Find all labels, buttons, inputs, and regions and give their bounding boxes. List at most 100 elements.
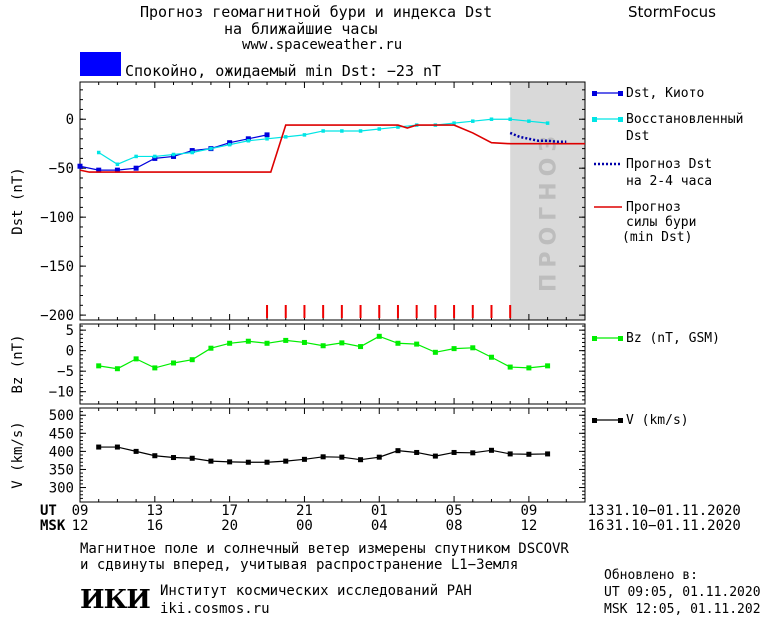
- data-point: [264, 340, 270, 346]
- data-point: [96, 444, 102, 450]
- y-axis-label: Dst (nT): [10, 167, 26, 234]
- data-point: [114, 366, 120, 372]
- data-point: [189, 455, 195, 461]
- data-point: [227, 459, 233, 465]
- y-tick-label: 350: [49, 462, 74, 478]
- data-point: [526, 365, 532, 371]
- data-point: [301, 339, 307, 345]
- data-point: [414, 341, 420, 347]
- ut-tick-label: 09: [520, 503, 537, 519]
- panel-v: 500 450 400 350 300 V (km/s): [10, 407, 586, 503]
- msk-tick-label: 04: [371, 518, 388, 534]
- legend-v: V (km/s): [626, 413, 689, 428]
- data-point: [377, 127, 382, 131]
- site-url[interactable]: www.spaceweather.ru: [242, 37, 403, 53]
- y-tick-label: 0: [66, 112, 74, 128]
- legend-dst-restored-1: Восстановленный: [626, 112, 744, 127]
- data-point: [451, 346, 457, 352]
- data-point: [190, 150, 194, 155]
- series-line-0: [79, 134, 268, 171]
- data-point: [208, 345, 214, 351]
- data-point: [245, 136, 251, 142]
- data-point: [489, 117, 494, 121]
- legend-symbols: [592, 91, 623, 423]
- data-point: [320, 343, 326, 349]
- data-point: [358, 457, 364, 463]
- y-axis-label: V (km/s): [10, 421, 26, 488]
- msk-date-range: 31.10−01.11.2020: [606, 518, 741, 534]
- ut-date-range: 31.10−01.11.2020: [606, 503, 741, 519]
- y-tick-label: −50: [49, 161, 74, 177]
- legend-marker: [618, 117, 623, 122]
- data-point: [451, 449, 457, 455]
- brand-name: StormFocus: [628, 3, 716, 21]
- data-point: [527, 119, 531, 123]
- data-point: [114, 167, 120, 173]
- ut-tick-label: 13: [146, 503, 163, 519]
- data-point: [526, 451, 532, 457]
- series-line-2: [509, 131, 567, 143]
- y-tick-label: 500: [49, 408, 74, 424]
- panel-frame: [79, 81, 586, 321]
- data-point: [396, 125, 400, 129]
- data-point: [376, 454, 382, 460]
- data-point: [432, 453, 438, 459]
- data-point: [153, 154, 157, 159]
- msk-label: MSK: [40, 518, 66, 534]
- data-point: [507, 364, 513, 370]
- legend-dst-restored-2: Dst: [626, 129, 650, 144]
- forecast-label: ПРОГНОЗ: [537, 130, 562, 292]
- data-point: [171, 360, 177, 366]
- y-tick-label: −10: [49, 385, 74, 401]
- ut-label: UT: [40, 503, 57, 519]
- data-point: [452, 121, 456, 125]
- chart-title-line1: Прогноз геомагнитной бури и индекса Dst: [140, 3, 493, 21]
- legend-marker: [618, 336, 623, 341]
- data-point: [302, 133, 307, 137]
- legend-marker: [592, 91, 597, 96]
- chart-title-line2: на ближайшие часы: [224, 20, 378, 38]
- data-point: [189, 357, 195, 363]
- ut-tick-label: 21: [296, 503, 313, 519]
- y-tick-label: 450: [49, 426, 74, 442]
- data-point: [96, 363, 102, 369]
- data-point: [283, 135, 288, 139]
- data-point: [264, 459, 270, 465]
- data-point: [133, 356, 139, 362]
- ut-tick-label: 17: [221, 503, 238, 519]
- institute-site[interactable]: iki.cosmos.ru: [160, 601, 270, 617]
- data-point: [358, 129, 363, 133]
- msk-tick-label: 12: [72, 518, 89, 534]
- series-line-3: [79, 124, 585, 173]
- msk-tick-label: 12: [520, 518, 537, 534]
- y-tick-label: 400: [49, 444, 74, 460]
- data-point: [115, 162, 120, 167]
- data-point: [171, 152, 176, 157]
- data-point: [301, 456, 307, 462]
- data-point: [227, 142, 232, 147]
- legend-marker: [592, 336, 597, 341]
- status-color-box: [80, 52, 121, 76]
- y-axis-label: Bz (nT): [10, 334, 26, 393]
- data-point: [114, 444, 120, 450]
- legend-dst-forecast-1: Прогноз Dst: [626, 157, 713, 172]
- series-line-0: [98, 335, 548, 370]
- updated-ut: UT 09:05, 01.11.2020: [604, 585, 760, 600]
- x-axis-labels: UTMSK0912131617202100010405080912131631.…: [40, 503, 741, 534]
- data-point: [545, 451, 551, 457]
- data-point: [245, 338, 251, 344]
- data-point: [340, 129, 344, 133]
- updated-msk: MSK 12:05, 01.11.2020: [604, 602, 760, 617]
- y-tick-label: 300: [49, 481, 74, 497]
- institute-name: Институт космических исследований РАН: [160, 583, 472, 599]
- data-point: [227, 340, 233, 346]
- ut-tick-label: 13: [588, 503, 605, 519]
- ut-tick-label: 05: [446, 503, 463, 519]
- data-point: [96, 150, 101, 155]
- legend-marker: [618, 418, 623, 423]
- data-point: [321, 129, 325, 133]
- data-point: [339, 340, 345, 346]
- data-point: [77, 163, 83, 169]
- msk-tick-label: 00: [296, 518, 313, 534]
